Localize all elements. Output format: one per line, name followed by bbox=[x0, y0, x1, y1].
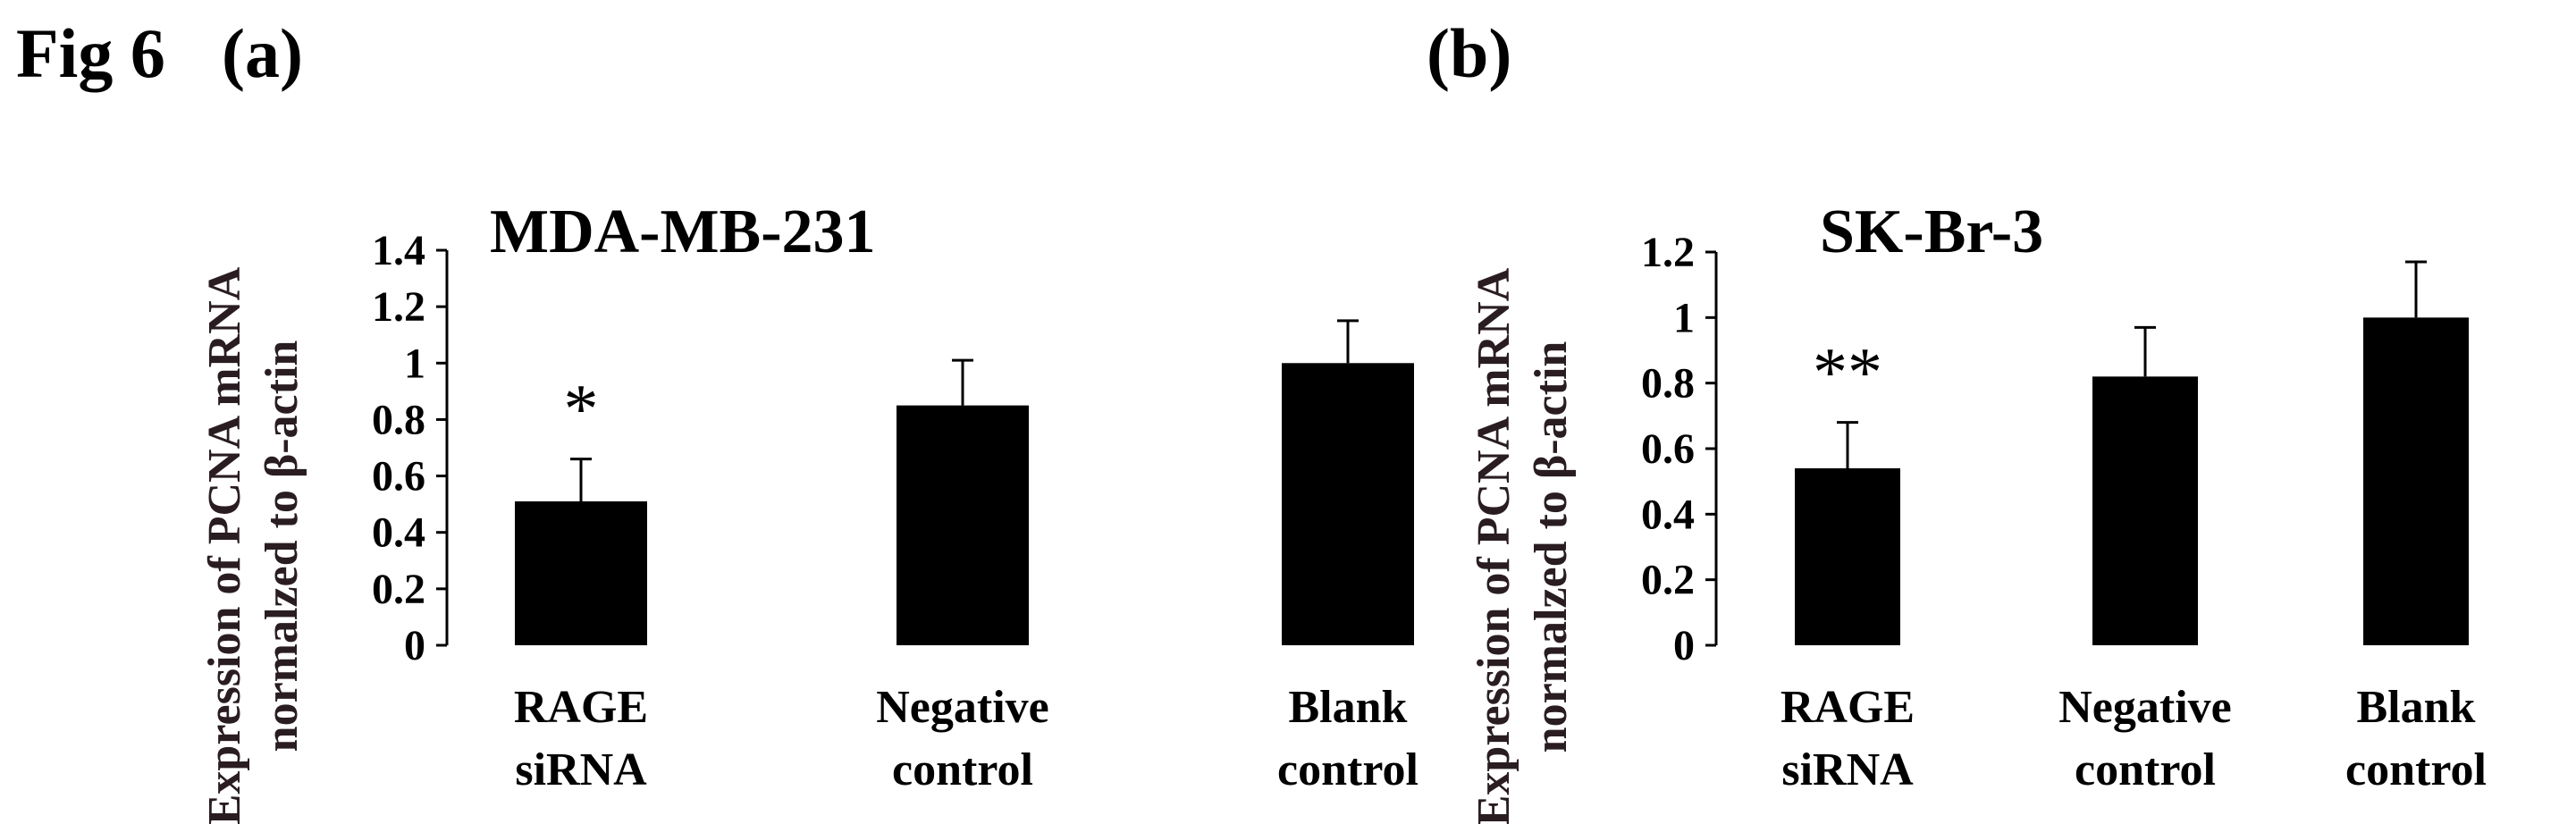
category-label: siRNA bbox=[515, 744, 647, 795]
panel-label: (b) bbox=[1427, 14, 1511, 92]
category-label: control bbox=[892, 744, 1033, 795]
y-axis-label-line: Expression of PCNA mRNA bbox=[1469, 267, 1520, 824]
bar bbox=[1795, 468, 1900, 645]
bar bbox=[2092, 376, 2198, 645]
y-tick-label: 0.8 bbox=[1641, 360, 1695, 408]
category-label: siRNA bbox=[1781, 744, 1914, 795]
panel-b: (b) SK-Br-3 0 0.2 0.4 0.6 0.8 1 1.2 Expression of… bbox=[1427, 14, 2487, 824]
y-tick-label: 0.4 bbox=[1641, 491, 1695, 538]
figure-label: Fig 6 bbox=[16, 14, 165, 92]
bar bbox=[897, 405, 1029, 645]
y-axis-label-line: normalzed to β-actin bbox=[257, 341, 307, 753]
category-label: Blank bbox=[1289, 682, 1408, 733]
y-axis-label: Expression of PCNA mRNA normalzed to β-ac… bbox=[1469, 267, 1577, 824]
y-axis-label-line: normalzed to β-actin bbox=[1526, 341, 1577, 753]
y-tick-label: 0.6 bbox=[1641, 425, 1695, 473]
category-label: control bbox=[1277, 744, 1418, 795]
chart-title: SK-Br-3 bbox=[1820, 198, 2043, 266]
y-tick-label: 1 bbox=[404, 340, 425, 387]
panel-label: (a) bbox=[222, 14, 303, 92]
panel-a: (a) MDA-MB-231 0 0.2 0.4 0.6 0.8 1 1.2 1.4 Express… bbox=[199, 14, 1418, 824]
category-label: Negative bbox=[2058, 682, 2231, 733]
significance-mark: * bbox=[564, 370, 599, 448]
category-label: Blank bbox=[2357, 682, 2476, 733]
bar bbox=[1282, 363, 1414, 645]
category-label: RAGE bbox=[1780, 682, 1915, 733]
bar bbox=[515, 500, 647, 645]
y-tick-label: 0 bbox=[404, 622, 425, 669]
category-label: RAGE bbox=[514, 682, 648, 733]
y-tick-label: 1.2 bbox=[372, 283, 425, 331]
y-tick-label: 1.2 bbox=[1641, 229, 1695, 276]
significance-mark: ** bbox=[1813, 333, 1882, 411]
chart-title: MDA-MB-231 bbox=[490, 198, 876, 266]
y-tick-label: 0.2 bbox=[372, 566, 425, 613]
category-label: control bbox=[2075, 744, 2216, 795]
y-tick-label: 0 bbox=[1673, 622, 1695, 669]
y-axis-label: Expression of PCNA mRNA normalzed to β-ac… bbox=[199, 266, 307, 824]
bar bbox=[2363, 317, 2469, 645]
y-tick-label: 0.2 bbox=[1641, 557, 1695, 604]
y-tick-label: 0.4 bbox=[372, 509, 425, 557]
y-tick-label: 0.6 bbox=[372, 453, 425, 500]
y-tick-label: 0.8 bbox=[372, 396, 425, 443]
y-axis-label-line: Expression of PCNA mRNA bbox=[199, 266, 250, 824]
y-tick-label: 1 bbox=[1673, 294, 1695, 341]
category-label: control bbox=[2345, 744, 2487, 795]
y-tick-label: 1.4 bbox=[372, 227, 425, 274]
category-label: Negative bbox=[876, 682, 1048, 733]
